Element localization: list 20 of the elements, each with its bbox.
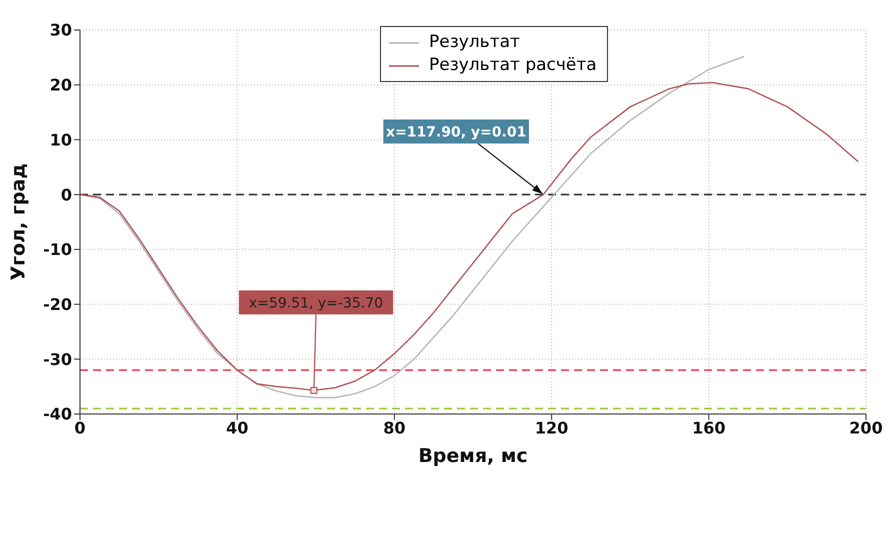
y-tick-label: -40 [43, 404, 72, 424]
y-tick-label: 30 [50, 20, 72, 40]
legend-label: Результат расчёта [429, 54, 597, 77]
x-tick-label: 40 [226, 418, 248, 438]
y-tick-label: 20 [50, 76, 72, 95]
x-tick-label: 80 [383, 418, 406, 438]
y-axis-title: Угол, град [8, 163, 30, 281]
x-tick-label: 200 [849, 418, 883, 438]
annotation: x=59.51, y=-35.70 [248, 295, 384, 312]
x-axis-title: Время, мс [418, 445, 528, 467]
y-tick-label: -30 [43, 350, 72, 369]
x-tick-label: 0 [74, 418, 86, 438]
y-tick-label: 0 [60, 185, 72, 204]
y-tick-label: -20 [43, 294, 72, 314]
y-tick-label: 10 [50, 130, 72, 150]
legend-label: Результат [429, 31, 520, 54]
annotation: x=117.90, y=0.01 [386, 124, 526, 141]
y-tick-label: -10 [43, 240, 72, 260]
x-tick-label: 120 [534, 418, 568, 438]
x-tick-label: 160 [692, 418, 726, 438]
